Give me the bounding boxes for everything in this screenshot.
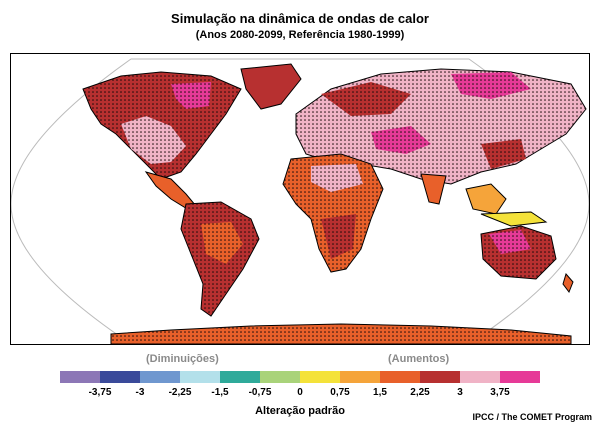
legend-swatch [380,371,420,383]
legend-tick-label: -0,75 [248,387,272,398]
legend-swatch [140,371,180,383]
legend-tick-label: -3,75 [88,387,112,398]
legend-swatch [460,371,500,383]
legend-tick-label: -3 [135,387,145,398]
legend-swatch [60,371,100,383]
map-subtitle: (Anos 2080-2099, Referência 1980-1999) [195,29,405,41]
legend-swatch [100,371,140,383]
world-map [10,53,590,345]
south-america [180,201,260,317]
legend-swatch [340,371,380,383]
legend-axis-label: Alteração padrão [255,405,345,417]
increases-label: (Aumentos) [388,353,450,365]
legend-swatch [420,371,460,383]
legend-tick-label: 3 [457,387,463,398]
map-title: Simulação na dinâmica de ondas de calor [171,11,429,26]
eurasia [295,68,587,227]
legend-tick-label: -2,25 [168,387,192,398]
legend-tick-label: -1,5 [211,387,229,398]
legend-tick-label: 0,75 [330,387,350,398]
legend-tick-label: 1,5 [373,387,387,398]
legend-tick-label: 0 [297,387,303,398]
africa [282,153,384,273]
antarctica [110,323,572,344]
legend-swatch [180,371,220,383]
legend-tick-label: 3,75 [490,387,510,398]
legend-swatch [500,371,540,383]
legend-ticks: -3,75 -3 -2,25 -1,5 -0,75 0 0,75 1,5 2,25 3 3,75 [60,387,540,401]
credit-text: IPCC / The COMET Program [472,412,592,422]
legend-swatch [260,371,300,383]
globe-outline [11,58,589,344]
australia [480,225,574,294]
legend-swatch [300,371,340,383]
legend-swatch [220,371,260,383]
north-america [82,63,302,211]
decreases-label: (Diminuições) [146,353,219,365]
legend-tick-label: 2,25 [410,387,430,398]
color-legend [60,371,540,383]
